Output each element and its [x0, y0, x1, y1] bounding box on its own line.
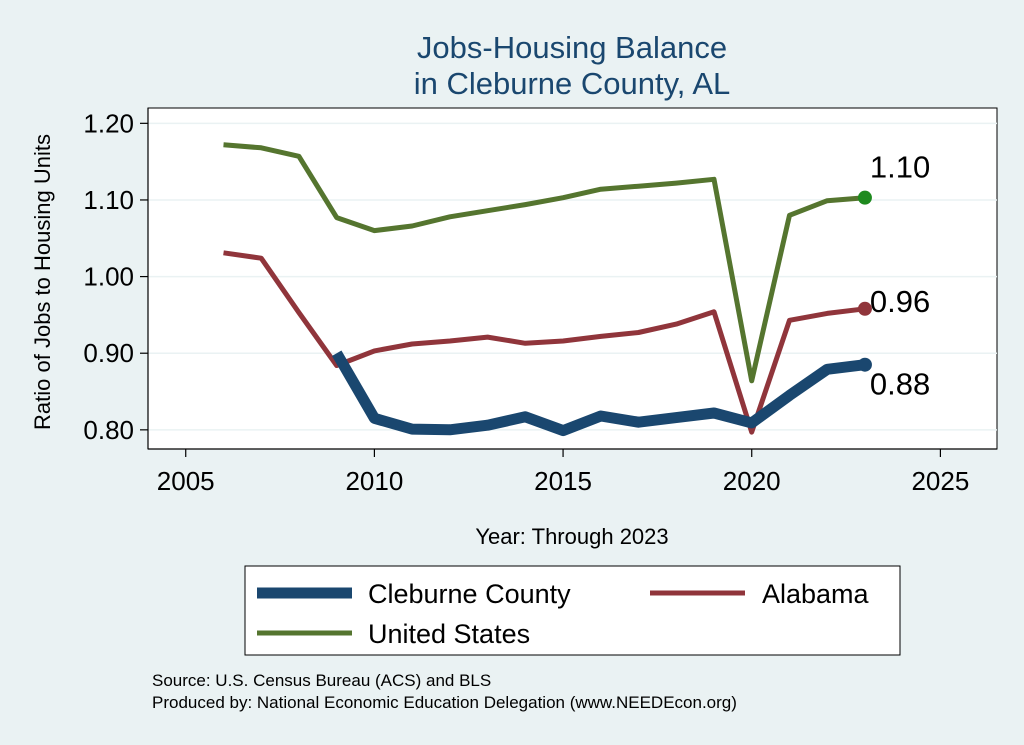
end-label-alabama: 0.96 [870, 284, 930, 319]
end-marker-cleburne-county [857, 357, 872, 372]
y-tick-label-0: 0.80 [83, 415, 134, 445]
series-lines [223, 142, 866, 437]
x-tick-label-3: 2020 [723, 466, 781, 496]
legend-box [244, 565, 901, 656]
chart-title-line-2: in Cleburne County, AL [414, 66, 731, 101]
series-line-united-states [223, 142, 866, 384]
series-line-cleburne-county [331, 350, 866, 437]
end-label-cleburne-county: 0.88 [870, 367, 930, 402]
end-marker-united-states [857, 190, 872, 205]
x-tick-label-0: 2005 [157, 466, 215, 496]
end-marker-alabama [857, 301, 872, 316]
gridlines [148, 122, 997, 431]
plot-area [147, 107, 998, 450]
x-tick-label-4: 2025 [911, 466, 969, 496]
y-tick-label-4: 1.20 [83, 108, 134, 138]
legend: Cleburne County Alabama United States [244, 565, 901, 656]
y-axis-title: Ratio of Jobs to Housing Units [30, 134, 55, 430]
chart-title-line-1: Jobs-Housing Balance [417, 30, 727, 65]
legend-label-united-states: United States [368, 619, 530, 649]
source-note: Source: U.S. Census Bureau (ACS) and BLS [152, 671, 491, 690]
x-axis-title: Year: Through 2023 [475, 524, 668, 549]
end-label-united-states: 1.10 [870, 150, 930, 185]
y-tick-label-3: 1.10 [83, 185, 134, 215]
y-tick-label-1: 0.90 [83, 338, 134, 368]
x-axis: 2005 2010 2015 2020 2025 [148, 448, 997, 496]
end-markers: 0.88 0.96 1.10 [857, 150, 930, 402]
y-axis: 0.80 0.90 1.00 1.10 1.20 [83, 108, 149, 449]
y-tick-label-2: 1.00 [83, 262, 134, 292]
x-tick-label-2: 2015 [534, 466, 592, 496]
x-tick-label-1: 2010 [345, 466, 403, 496]
legend-label-alabama: Alabama [762, 579, 870, 609]
producer-note: Produced by: National Economic Education… [152, 693, 737, 712]
legend-label-cleburne: Cleburne County [368, 579, 571, 609]
